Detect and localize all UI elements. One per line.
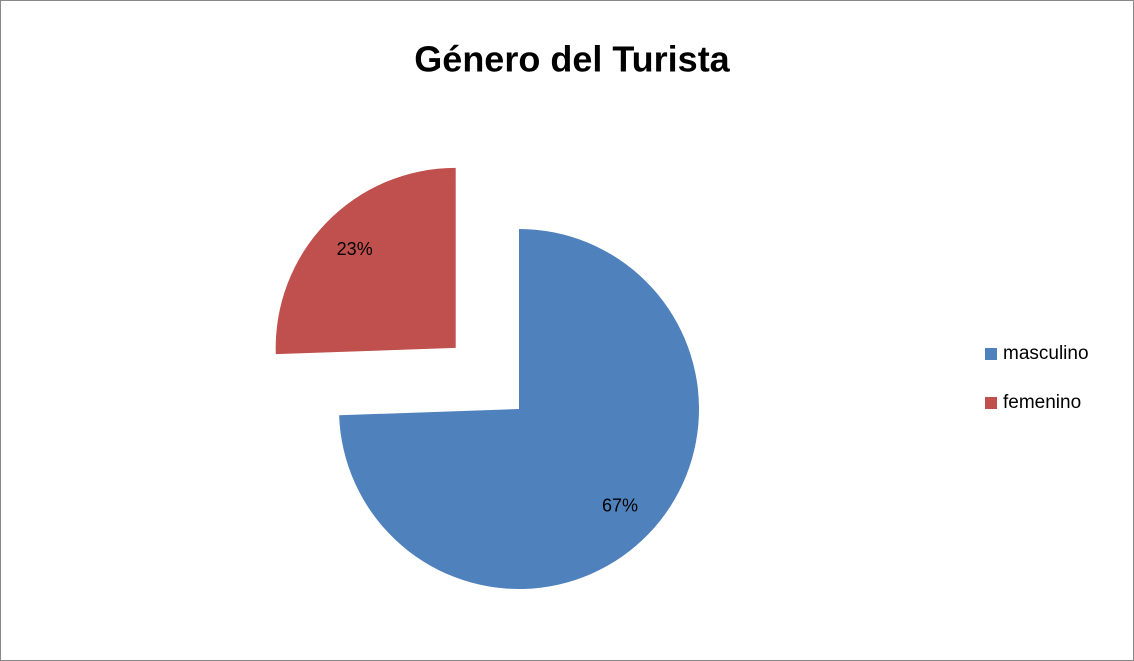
data-label: 67% xyxy=(602,495,638,515)
pie-slice xyxy=(339,229,699,589)
chart-title: Género del Turista xyxy=(414,39,730,80)
pie-slice xyxy=(275,167,456,355)
legend-label: femenino xyxy=(1003,392,1081,413)
legend-swatch xyxy=(985,348,997,360)
legend-label: masculino xyxy=(1003,343,1089,364)
legend-swatch xyxy=(985,397,997,409)
data-label: 23% xyxy=(337,239,373,259)
